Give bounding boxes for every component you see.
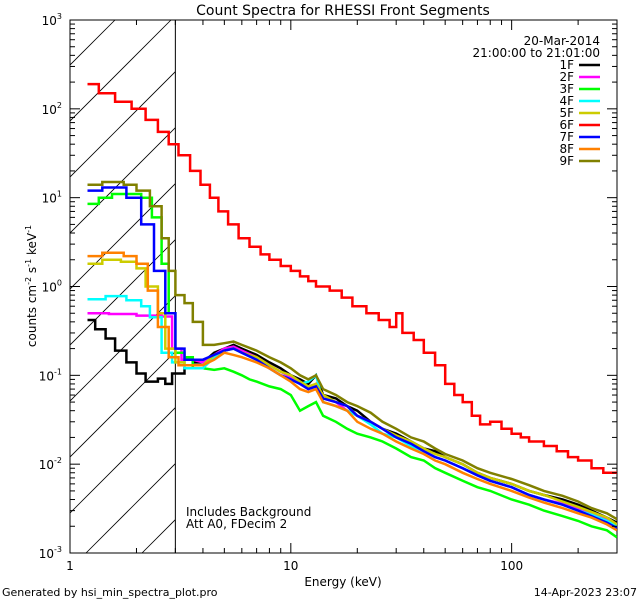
legend-label-8f: 8F: [559, 142, 574, 156]
chart-title: Count Spectra for RHESSI Front Segments: [196, 3, 490, 19]
legend-label-6f: 6F: [559, 118, 574, 132]
annotation-background: Includes Background: [186, 505, 311, 519]
hatch-line: [70, 407, 176, 514]
footer-generated-by: Generated by hsi_min_spectra_plot.pro: [2, 586, 218, 599]
series-line-6f: [87, 82, 617, 475]
series-layer: [87, 82, 617, 539]
footer-timestamp: 14-Apr-2023 23:07: [534, 586, 637, 599]
hatch-line: [85, 463, 176, 553]
legend-label-5f: 5F: [559, 106, 574, 120]
x-tick-label: 10: [283, 559, 298, 573]
x-tick-label: 100: [500, 559, 523, 573]
y-axis-label: counts cm-2 s-1 keV-1: [24, 225, 39, 347]
annotation-attenuator: Att A0, FDecim 2: [186, 517, 287, 531]
hatch-line: [70, 295, 176, 402]
x-axis-label: Energy (keV): [304, 575, 381, 589]
hatch-line: [70, 239, 176, 346]
axes-layer: 1 10 100 10-3 10-2 10-1 100 101 102 103: [39, 12, 618, 573]
legend-label-9f: 9F: [559, 154, 574, 168]
series-line-5f: [87, 258, 617, 526]
legend-label-7f: 7F: [559, 130, 574, 144]
hatch-line: [0, 20, 3, 553]
x-tick-label: 1: [66, 559, 74, 573]
series-line-7f: [87, 186, 617, 530]
time-range-label: 21:00:00 to 21:01:00: [473, 46, 600, 60]
series-line-9f: [87, 180, 617, 521]
hatch-line: [70, 20, 172, 122]
y-tick-label: 10-2: [39, 456, 62, 472]
series-line-3f: [87, 192, 617, 539]
date-label: 20-Mar-2014: [524, 34, 600, 48]
series-line-8f: [87, 251, 617, 532]
y-tick-label: 103: [42, 12, 62, 28]
y-tick-label: 100: [42, 279, 62, 295]
legend-label-3f: 3F: [559, 82, 574, 96]
legend-label-2f: 2F: [559, 70, 574, 84]
y-tick-label: 101: [42, 190, 62, 206]
y-tick-label: 102: [42, 101, 62, 117]
legend-label-1f: 1F: [559, 58, 574, 72]
y-tick-label: 10-3: [39, 545, 62, 561]
legend-label-4f: 4F: [559, 94, 574, 108]
y-tick-label: 10-1: [39, 367, 62, 383]
